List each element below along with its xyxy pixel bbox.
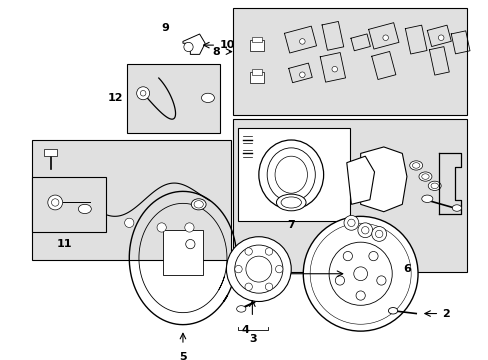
Bar bbox=[162, 230, 203, 275]
Circle shape bbox=[328, 242, 391, 305]
Bar bbox=[232, 119, 466, 272]
Ellipse shape bbox=[276, 194, 305, 211]
Text: 10: 10 bbox=[220, 40, 235, 50]
Ellipse shape bbox=[427, 181, 440, 190]
Circle shape bbox=[265, 283, 272, 291]
Circle shape bbox=[245, 256, 271, 282]
Circle shape bbox=[371, 226, 386, 241]
Circle shape bbox=[234, 245, 283, 293]
Ellipse shape bbox=[191, 199, 205, 210]
Circle shape bbox=[136, 87, 149, 100]
Bar bbox=[249, 40, 264, 51]
Ellipse shape bbox=[281, 197, 301, 208]
Circle shape bbox=[157, 223, 166, 232]
Text: 7: 7 bbox=[287, 220, 295, 230]
Circle shape bbox=[244, 248, 252, 255]
Ellipse shape bbox=[258, 140, 323, 210]
Circle shape bbox=[438, 35, 443, 40]
Circle shape bbox=[184, 223, 194, 232]
Circle shape bbox=[376, 276, 385, 285]
Text: 5: 5 bbox=[179, 352, 186, 360]
Ellipse shape bbox=[201, 93, 214, 103]
Circle shape bbox=[226, 237, 291, 302]
Circle shape bbox=[343, 252, 352, 261]
Ellipse shape bbox=[451, 205, 461, 211]
Text: 12: 12 bbox=[107, 93, 122, 103]
Ellipse shape bbox=[274, 156, 307, 193]
Circle shape bbox=[303, 216, 417, 331]
Circle shape bbox=[124, 218, 134, 228]
Ellipse shape bbox=[266, 148, 315, 202]
Circle shape bbox=[335, 276, 344, 285]
Circle shape bbox=[234, 265, 242, 273]
Ellipse shape bbox=[430, 183, 438, 189]
Bar bbox=[32, 140, 231, 260]
Ellipse shape bbox=[409, 161, 422, 170]
Text: 9: 9 bbox=[161, 23, 169, 33]
Polygon shape bbox=[360, 147, 406, 212]
Circle shape bbox=[185, 239, 195, 249]
Circle shape bbox=[299, 72, 305, 77]
Circle shape bbox=[347, 219, 354, 226]
Bar bbox=[32, 176, 106, 232]
Circle shape bbox=[382, 35, 387, 40]
Ellipse shape bbox=[78, 204, 91, 213]
Bar bbox=[127, 64, 220, 133]
Polygon shape bbox=[346, 156, 374, 204]
Bar bbox=[44, 149, 57, 156]
Circle shape bbox=[265, 248, 272, 255]
Bar bbox=[252, 69, 261, 75]
Ellipse shape bbox=[421, 174, 428, 179]
Circle shape bbox=[244, 283, 252, 291]
Bar bbox=[232, 8, 466, 114]
Circle shape bbox=[309, 223, 410, 324]
Circle shape bbox=[361, 226, 368, 234]
Text: 6: 6 bbox=[402, 264, 410, 274]
Bar bbox=[252, 37, 261, 42]
Circle shape bbox=[357, 223, 372, 238]
Ellipse shape bbox=[412, 163, 419, 168]
Circle shape bbox=[353, 267, 367, 281]
Polygon shape bbox=[183, 34, 205, 54]
Circle shape bbox=[275, 265, 283, 273]
Circle shape bbox=[355, 291, 365, 300]
Circle shape bbox=[331, 66, 337, 72]
Ellipse shape bbox=[236, 306, 245, 312]
Circle shape bbox=[51, 199, 59, 206]
Ellipse shape bbox=[194, 201, 203, 208]
Circle shape bbox=[343, 215, 358, 230]
Ellipse shape bbox=[387, 307, 397, 314]
Circle shape bbox=[183, 42, 193, 51]
Bar bbox=[249, 72, 264, 83]
Text: 3: 3 bbox=[249, 334, 257, 344]
Circle shape bbox=[140, 90, 145, 96]
Text: 2: 2 bbox=[441, 309, 449, 319]
Circle shape bbox=[48, 195, 62, 210]
Ellipse shape bbox=[418, 172, 431, 181]
Circle shape bbox=[375, 230, 382, 238]
Circle shape bbox=[299, 39, 305, 44]
Bar bbox=[238, 129, 349, 221]
Text: 11: 11 bbox=[57, 239, 72, 249]
Text: 4: 4 bbox=[242, 325, 249, 335]
Circle shape bbox=[368, 252, 377, 261]
Ellipse shape bbox=[421, 195, 432, 202]
Text: 1: 1 bbox=[275, 269, 283, 279]
Text: 8: 8 bbox=[212, 46, 220, 57]
